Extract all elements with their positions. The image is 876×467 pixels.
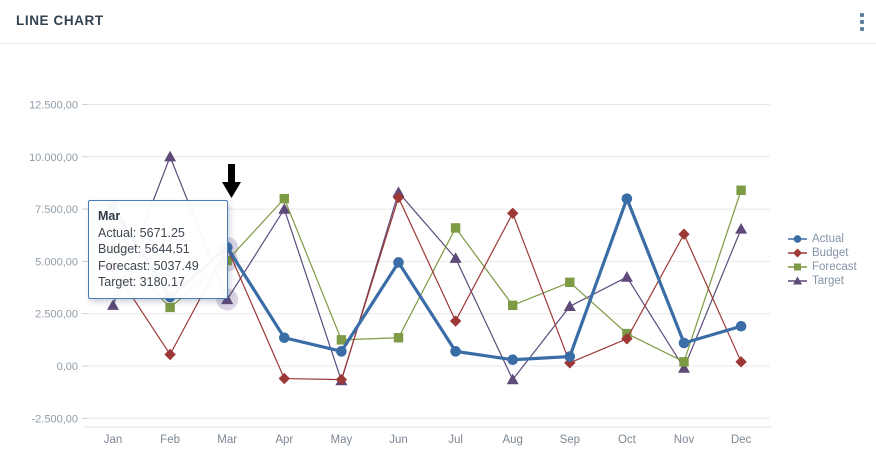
down-arrow-icon <box>222 164 241 198</box>
budget-marker-jul[interactable] <box>449 315 462 327</box>
forecast-marker-jun[interactable] <box>393 333 404 343</box>
tooltip-month: Mar <box>98 209 121 223</box>
legend-item-target[interactable]: Target <box>788 274 857 287</box>
actual-marker-aug[interactable] <box>507 354 518 366</box>
legend-item-actual[interactable]: Actual <box>788 232 857 245</box>
actual-marker-sep[interactable] <box>564 351 576 362</box>
legend-label: Budget <box>812 246 849 259</box>
target-marker-apr[interactable] <box>278 203 291 214</box>
forecast-marker-nov[interactable] <box>679 357 689 367</box>
x-axis-label: Mar <box>217 434 237 446</box>
y-axis-label: 0,00 <box>57 361 78 373</box>
budget-marker-dec[interactable] <box>735 356 747 368</box>
actual-marker-nov[interactable] <box>678 337 690 349</box>
forecast-marker-may[interactable] <box>336 335 347 345</box>
budget-marker-apr[interactable] <box>278 372 290 385</box>
y-axis-label: 5.000,00 <box>35 256 78 268</box>
target-marker-oct[interactable] <box>620 271 633 282</box>
triangle-legend-icon <box>788 276 807 284</box>
target-marker-dec[interactable] <box>735 222 748 234</box>
square-legend-icon <box>788 263 807 270</box>
legend-item-budget[interactable]: Budget <box>788 246 857 259</box>
forecast-marker-feb[interactable] <box>165 302 175 313</box>
budget-marker-aug[interactable] <box>507 207 519 219</box>
legend-item-forecast[interactable]: Forecast <box>788 260 857 273</box>
circle-legend-icon <box>788 234 807 243</box>
tooltip-row: Forecast: 5037.49 <box>98 258 199 273</box>
forecast-marker-sep[interactable] <box>565 277 575 288</box>
tooltip-row: Actual: 5671.25 <box>98 225 185 240</box>
kebab-menu-icon[interactable] <box>855 9 869 35</box>
actual-marker-apr[interactable] <box>279 332 290 344</box>
target-marker-aug[interactable] <box>506 373 519 385</box>
forecast-marker-aug[interactable] <box>508 300 518 311</box>
actual-marker-jun[interactable] <box>393 257 404 268</box>
target-marker-jun[interactable] <box>392 186 405 197</box>
x-axis-label: Apr <box>275 434 293 446</box>
legend-label: Target <box>812 274 844 287</box>
x-axis-label: Dec <box>731 434 752 446</box>
x-axis-label: Oct <box>618 434 637 446</box>
x-axis-label: Jun <box>389 434 408 446</box>
forecast-marker-apr[interactable] <box>279 193 289 204</box>
forecast-marker-dec[interactable] <box>736 185 746 195</box>
forecast-marker-jul[interactable] <box>450 223 461 233</box>
budget-marker-jun[interactable] <box>392 191 405 204</box>
y-axis-label: 12.500,00 <box>29 100 78 112</box>
target-marker-jan[interactable] <box>107 299 119 310</box>
x-axis-label: Nov <box>674 434 695 446</box>
tooltip-row: Target: 3180.17 <box>98 275 185 289</box>
x-axis-label: Feb <box>160 434 180 446</box>
page-title: LINE CHART <box>16 13 104 28</box>
tooltip-row: Budget: 5644.51 <box>98 242 190 256</box>
actual-marker-oct[interactable] <box>621 193 633 204</box>
x-axis-label: May <box>331 434 353 446</box>
chart-tooltip: Mar Actual: 5671.25 Budget: 5644.51 Foreca… <box>88 200 228 299</box>
target-marker-sep[interactable] <box>563 300 576 311</box>
budget-marker-nov[interactable] <box>678 228 690 240</box>
target-marker-nov[interactable] <box>678 362 690 373</box>
actual-marker-may[interactable] <box>336 346 347 357</box>
budget-marker-feb[interactable] <box>164 348 176 361</box>
y-axis-label: -2.500,00 <box>32 413 78 425</box>
widget-header: LINE CHART <box>0 0 876 44</box>
target-marker-jul[interactable] <box>449 252 462 263</box>
diamond-legend-icon <box>788 248 807 257</box>
actual-marker-dec[interactable] <box>735 320 747 332</box>
budget-marker-may[interactable] <box>335 373 348 386</box>
legend-label: Forecast <box>812 260 857 273</box>
y-axis-label: 2.500,00 <box>35 309 78 321</box>
budget-marker-sep[interactable] <box>564 357 576 369</box>
budget-marker-oct[interactable] <box>621 333 633 345</box>
target-marker-feb[interactable] <box>164 150 177 162</box>
x-axis-label: Jul <box>448 434 463 446</box>
y-axis-label: 10.000,00 <box>29 152 78 164</box>
target-marker-mar[interactable] <box>221 293 234 305</box>
y-axis-label: 7.500,00 <box>35 204 78 216</box>
x-axis-label: Aug <box>502 434 522 446</box>
legend-label: Actual <box>812 232 844 245</box>
x-axis-label: Jan <box>104 434 123 446</box>
x-axis-label: Sep <box>560 434 580 446</box>
actual-marker-jul[interactable] <box>450 346 461 357</box>
chart-legend: Actual Budget Forecast Target <box>788 232 857 287</box>
